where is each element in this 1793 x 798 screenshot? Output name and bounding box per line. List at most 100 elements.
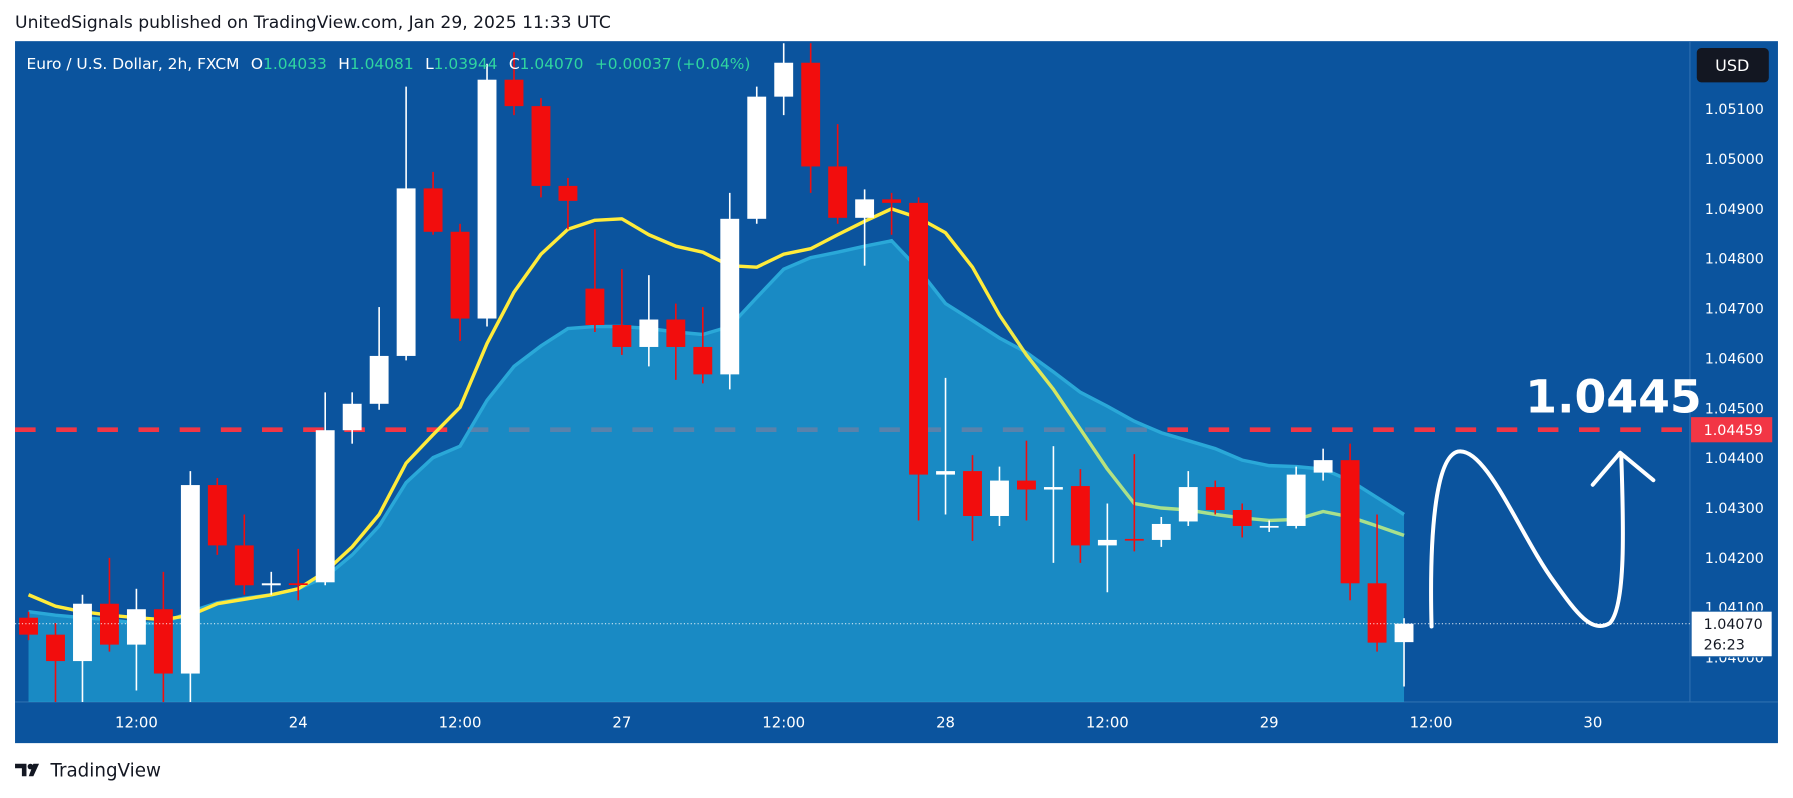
candle-body [1286,474,1306,526]
candle-body [1151,523,1171,540]
candle-body [1394,623,1414,643]
candle-body [990,480,1009,516]
area-fill [28,240,1405,702]
y-tick-label: 1.05100 [1705,102,1764,118]
candle-body [450,231,470,319]
candle-body [504,79,524,107]
ohlc-key: H [338,55,350,73]
candle-body [234,545,254,586]
x-tick-label: 12:00 [762,714,805,732]
x-tick-label: 28 [936,714,955,732]
candle-body [531,106,551,186]
y-tick-label: 1.04400 [1705,451,1764,467]
candle-body [423,188,443,232]
candle-body [693,346,713,375]
y-tick-label: 1.04300 [1705,501,1764,517]
candle-body [46,634,65,662]
currency: USD [1715,56,1749,75]
candle-body [612,325,632,347]
x-tick-label: 30 [1583,714,1602,732]
candle-body [1313,460,1333,473]
candle-body [882,199,902,203]
y-tick-label: 1.04900 [1705,202,1764,218]
annotation: 1.0445 [1525,371,1701,424]
ohlc-key: C [509,55,520,73]
candle-body [207,485,227,546]
candle-body [153,609,173,674]
candle-body [558,185,578,201]
candle-body [99,603,119,645]
candle-body [1043,487,1063,490]
candle-body [1205,487,1225,510]
ohlc-key: O [251,55,263,73]
candle-body [936,471,955,475]
candle-body [909,202,929,475]
brand-logo [15,763,40,777]
x-tick-label: 12:00 [115,714,158,732]
x-tick-label: 24 [289,714,308,732]
candle-body [261,583,281,586]
candle-body [1097,539,1117,546]
candle-body [1178,487,1198,522]
candle-body [1070,486,1090,546]
currency-button [1696,48,1769,83]
price-level-label: 1.04459 [1704,423,1763,439]
candle-body [720,218,740,375]
countdown: 26:23 [1704,637,1745,653]
price-level-tag [1691,417,1773,443]
candle-body [315,430,335,583]
x-tick-label: 12:00 [1086,714,1129,732]
x-tick-label: 27 [612,714,631,732]
change: +0.00037 (+0.04%) [595,55,751,73]
y-tick-label: 1.05000 [1705,152,1764,168]
candle-body [1340,460,1360,584]
candle-body [342,403,362,431]
y-tick-label: 1.04700 [1705,302,1764,318]
moving-average [27,207,1405,622]
arrow-head [1590,450,1656,487]
legend-header: Euro / U.S. Dollar, 2h, FXCM O1.04033 H 1.0… [26,55,750,73]
drawn-arrow [1429,449,1625,629]
candle-body [801,62,821,167]
y-tick-label: 1.04200 [1705,551,1764,567]
candle-body [19,617,38,635]
y-tick-label: 1.04500 [1705,401,1764,417]
candle-body [1017,480,1036,490]
candle-body [963,471,982,516]
candle-body [774,62,794,97]
y-tick-label: 1.04800 [1705,252,1764,268]
candle-body [585,288,605,326]
candle-body [126,609,146,645]
candle-body [477,79,497,319]
x-tick-label: 12:00 [439,714,482,732]
candle-body [747,96,767,219]
overlay: 1.040001.041001.042001.043001.044001.045… [15,48,1773,732]
candle-body [1259,525,1279,528]
candle-body [180,485,200,674]
candle-body [1367,583,1387,643]
candle-body [1124,538,1144,541]
plot-area [15,43,1690,702]
brand-name: TradingView [49,761,161,782]
last-price-label: 1.04070 [1704,617,1763,633]
y-tick-label: 1.04600 [1705,351,1764,367]
candle-body [1232,509,1252,526]
candle-body [855,199,875,218]
last-price-tag [1690,610,1773,658]
x-tick-label: 12:00 [1410,714,1453,732]
publish-title: UnitedSignals published on TradingView.c… [15,13,611,33]
candle-body [639,319,659,347]
candle-body [73,603,92,662]
candle-body [666,319,686,347]
ohlc-key: L [425,55,434,73]
x-tick-label: 29 [1260,714,1279,732]
ohlc-value: 1.04070 [520,55,584,73]
candle-body [828,166,848,218]
ohlc-value: 1.04033 [263,55,327,73]
symbol: Euro / U.S. Dollar, 2h, FXCM [26,55,239,73]
candle-body [396,188,416,356]
candle-body [288,583,308,586]
ohlc-value: 1.03944 [434,55,498,73]
